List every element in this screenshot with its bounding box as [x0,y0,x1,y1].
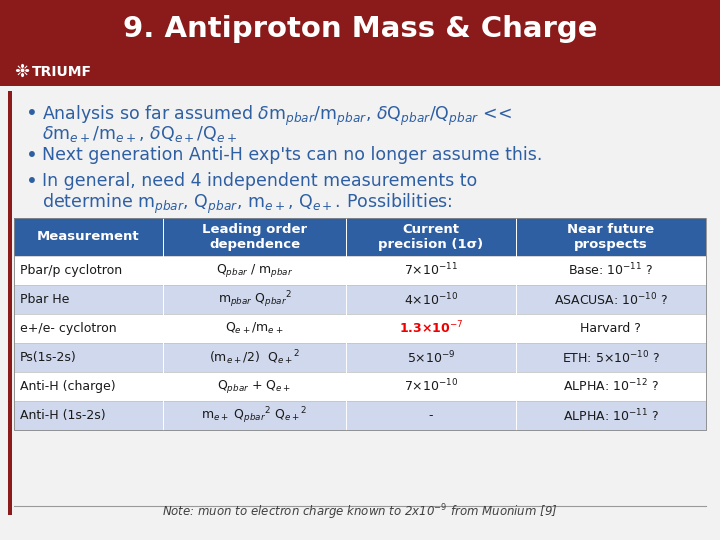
Text: •: • [26,146,38,165]
Text: Harvard ?: Harvard ? [580,322,642,335]
Text: Q$_{pbar}$ + Q$_{e+}$: Q$_{pbar}$ + Q$_{e+}$ [217,378,292,395]
Text: Note: muon to electron charge known to 2x10$^{-9}$ from Muonium [9]: Note: muon to electron charge known to 2… [162,502,558,522]
Text: ❉: ❉ [14,63,29,81]
Text: Pbar He: Pbar He [20,293,69,306]
Text: ETH: 5×10$^{-10}$ ?: ETH: 5×10$^{-10}$ ? [562,349,660,366]
Text: Base: 10$^{-11}$ ?: Base: 10$^{-11}$ ? [568,262,654,279]
Text: determine m$_{pbar}$, Q$_{pbar}$, m$_{e+}$, Q$_{e+}$. Possibilities:: determine m$_{pbar}$, Q$_{pbar}$, m$_{e+… [42,192,453,216]
Text: (m$_{e+}$/2)  Q$_{e+}$$^{2}$: (m$_{e+}$/2) Q$_{e+}$$^{2}$ [209,348,300,367]
Text: 7×10$^{-11}$: 7×10$^{-11}$ [404,262,458,279]
Bar [14,401,706,430]
Text: Pbar/p cyclotron: Pbar/p cyclotron [20,264,122,277]
Text: 4×10$^{-10}$: 4×10$^{-10}$ [404,291,458,308]
Text: 1.3×10$^{-7}$: 1.3×10$^{-7}$ [399,320,463,337]
Text: TRIUMF: TRIUMF [32,65,92,79]
Text: Near future
prospects: Near future prospects [567,223,654,251]
Text: Ps(1s-2s): Ps(1s-2s) [20,351,77,364]
Text: •: • [26,172,38,191]
Text: Analysis so far assumed $\delta$m$_{pbar}$/m$_{pbar}$, $\delta$Q$_{pbar}$/Q$_{pb: Analysis so far assumed $\delta$m$_{pbar… [42,104,512,128]
Text: $\delta$m$_{e+}$/m$_{e+}$, $\delta$Q$_{e+}$/Q$_{e+}$: $\delta$m$_{e+}$/m$_{e+}$, $\delta$Q$_{e… [42,124,238,144]
Text: Q$_{e+}$/m$_{e+}$: Q$_{e+}$/m$_{e+}$ [225,321,284,336]
Bar [14,218,706,256]
Text: m$_{e+}$ Q$_{pbar}$$^{2}$ Q$_{e+}$$^{2}$: m$_{e+}$ Q$_{pbar}$$^{2}$ Q$_{e+}$$^{2}$ [202,405,307,426]
Text: •: • [26,104,38,123]
Text: Next generation Anti-H exp'ts can no longer assume this.: Next generation Anti-H exp'ts can no lon… [42,146,542,164]
Text: e+/e- cyclotron: e+/e- cyclotron [20,322,117,335]
Text: Q$_{pbar}$ / m$_{pbar}$: Q$_{pbar}$ / m$_{pbar}$ [216,262,293,279]
Bar [14,372,706,401]
Text: m$_{pbar}$ Q$_{pbar}$$^{2}$: m$_{pbar}$ Q$_{pbar}$$^{2}$ [217,289,292,310]
Text: Leading order
dependence: Leading order dependence [202,223,307,251]
Text: In general, need 4 independent measurements to: In general, need 4 independent measureme… [42,172,477,190]
Bar [0,0,720,58]
Bar [14,256,706,285]
Text: ASACUSA: 10$^{-10}$ ?: ASACUSA: 10$^{-10}$ ? [554,291,668,308]
Text: 9. Antiproton Mass & Charge: 9. Antiproton Mass & Charge [122,15,598,43]
Text: Anti-H (1s-2s): Anti-H (1s-2s) [20,409,106,422]
Text: 7×10$^{-10}$: 7×10$^{-10}$ [404,378,458,395]
Text: -: - [428,409,433,422]
Bar [8,91,12,515]
Bar [0,58,720,86]
Text: 5×10$^{-9}$: 5×10$^{-9}$ [407,349,455,366]
Bar [14,218,706,430]
Text: Measurement: Measurement [37,231,140,244]
Bar [14,314,706,343]
Bar [14,285,706,314]
Text: Anti-H (charge): Anti-H (charge) [20,380,116,393]
Bar [0,86,720,540]
Text: ALPHA: 10$^{-11}$ ?: ALPHA: 10$^{-11}$ ? [563,407,659,424]
Bar [14,343,706,372]
Text: ALPHA: 10$^{-12}$ ?: ALPHA: 10$^{-12}$ ? [563,378,659,395]
Text: Current
precision (1σ): Current precision (1σ) [379,223,484,251]
